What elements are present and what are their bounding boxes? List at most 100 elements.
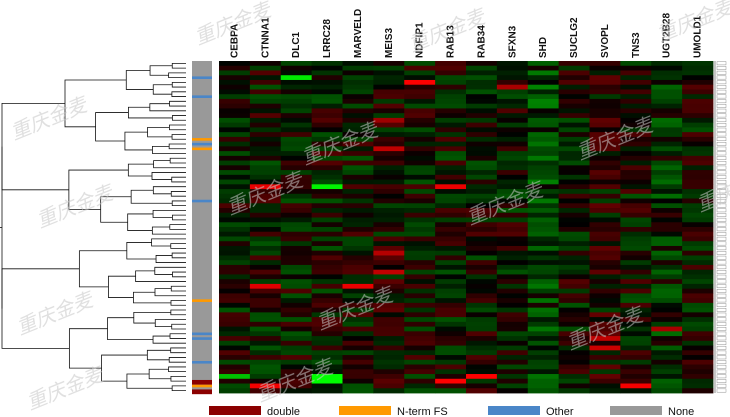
- heatmap-cell: [404, 79, 436, 86]
- heatmap-cell: [373, 321, 405, 327]
- heatmap-cell: [620, 203, 652, 209]
- heatmap-cell: [682, 79, 714, 86]
- heatmap-cell: [558, 208, 590, 214]
- heatmap-cell: [651, 331, 683, 337]
- sample-label: [716, 383, 727, 388]
- heatmap-cell: [466, 132, 498, 138]
- heatmap-cell: [404, 212, 436, 218]
- heatmap-cell: [589, 132, 621, 138]
- heatmap-cell: [219, 374, 251, 380]
- heatmap-cell: [682, 331, 714, 337]
- heatmap-cell: [342, 378, 374, 384]
- heatmap-cell: [682, 94, 714, 100]
- heatmap-cell: [219, 203, 251, 209]
- sample-label: [716, 279, 727, 284]
- heatmap-cell: [527, 189, 560, 195]
- heatmap-cell: [373, 193, 405, 199]
- annotation-mark: [192, 299, 212, 302]
- heatmap-cell: [589, 136, 621, 143]
- heatmap-cell: [311, 146, 343, 152]
- heatmap-cell: [620, 378, 652, 384]
- dendrogram-branch: [155, 255, 186, 263]
- heatmap-cell: [435, 302, 467, 309]
- heatmap-cell: [620, 264, 652, 271]
- heatmap-cell: [558, 170, 590, 176]
- heatmap-cell: [651, 264, 683, 271]
- sample-label: [716, 132, 727, 137]
- dendrogram-branch: [68, 328, 108, 369]
- heatmap-cell: [466, 326, 498, 332]
- heatmap-cell: [342, 288, 374, 294]
- sample-label: [716, 165, 727, 170]
- heatmap-cell: [466, 298, 498, 304]
- heatmap-cell: [342, 326, 374, 332]
- heatmap-cell: [589, 222, 621, 228]
- heatmap-cell: [620, 317, 652, 323]
- heatmap-cell: [342, 317, 374, 323]
- heatmap-cell: [311, 155, 343, 161]
- heatmap-cell: [342, 245, 374, 252]
- annotation-mark: [192, 379, 212, 385]
- heatmap-cell: [435, 94, 467, 100]
- heatmap-cell: [466, 302, 498, 309]
- heatmap-cell: [651, 146, 683, 152]
- heatmap-cell: [342, 165, 374, 171]
- heatmap-cell: [249, 369, 282, 375]
- heatmap-cell: [342, 364, 374, 370]
- sample-label: [716, 118, 727, 123]
- heatmap-cell: [373, 103, 405, 109]
- heatmap-cell: [435, 98, 467, 105]
- heatmap-cell: [404, 103, 436, 109]
- heatmap-cell: [620, 241, 652, 247]
- heatmap-cell: [620, 217, 652, 223]
- heatmap-cell: [373, 264, 405, 271]
- sample-label: [716, 222, 727, 227]
- heatmap-cell: [249, 122, 282, 128]
- heatmap-cell: [682, 113, 714, 119]
- heatmap-cell: [651, 241, 683, 247]
- heatmap-cell: [527, 222, 560, 228]
- heatmap-cell: [651, 350, 683, 356]
- heatmap-cell: [682, 302, 714, 309]
- heatmap-cell: [620, 383, 652, 389]
- heatmap-cell: [496, 113, 529, 119]
- heatmap-cell: [589, 151, 621, 157]
- heatmap-cell: [466, 75, 498, 81]
- heatmap-cell: [466, 293, 498, 299]
- heatmap-cell: [373, 241, 405, 247]
- heatmap-cell: [342, 141, 374, 147]
- heatmap-cell: [342, 208, 374, 214]
- heatmap-cell: [280, 307, 313, 313]
- heatmap-cell: [527, 302, 560, 309]
- row-dendrogram: [0, 62, 186, 392]
- heatmap-cell: [373, 236, 405, 242]
- heatmap-cell: [311, 283, 343, 290]
- heatmap-cell: [589, 279, 621, 285]
- heatmap-cell: [249, 355, 282, 361]
- heatmap-cell: [435, 141, 467, 147]
- heatmap-cell: [404, 293, 436, 299]
- watermark-text: 重庆金麦: [13, 287, 98, 340]
- heatmap-cell: [280, 364, 313, 370]
- heatmap-cell: [466, 189, 498, 195]
- heatmap-cell: [435, 345, 467, 351]
- heatmap-cell: [311, 227, 343, 233]
- heatmap-cell: [311, 288, 343, 294]
- heatmap-cell: [404, 108, 436, 114]
- sample-label: [716, 189, 727, 194]
- heatmap-cell: [311, 122, 343, 128]
- heatmap-cell: [219, 255, 251, 261]
- heatmap-cell: [496, 108, 529, 114]
- heatmap-cell: [435, 283, 467, 290]
- heatmap-cell: [558, 117, 590, 124]
- heatmap-cell: [280, 141, 313, 147]
- sample-label: [716, 70, 727, 75]
- heatmap-cell: [219, 260, 251, 266]
- heatmap-cell: [558, 350, 590, 356]
- column-label: LRRC28: [322, 19, 333, 58]
- heatmap-cell: [682, 132, 714, 138]
- heatmap-cell: [527, 378, 560, 384]
- heatmap-cell: [527, 326, 560, 332]
- heatmap-cell: [219, 288, 251, 294]
- column-labels: CEBPA CTNNA1 DLC1 LRRC28 MARVELD MEIS3 NDFIP1 R…: [229, 9, 703, 58]
